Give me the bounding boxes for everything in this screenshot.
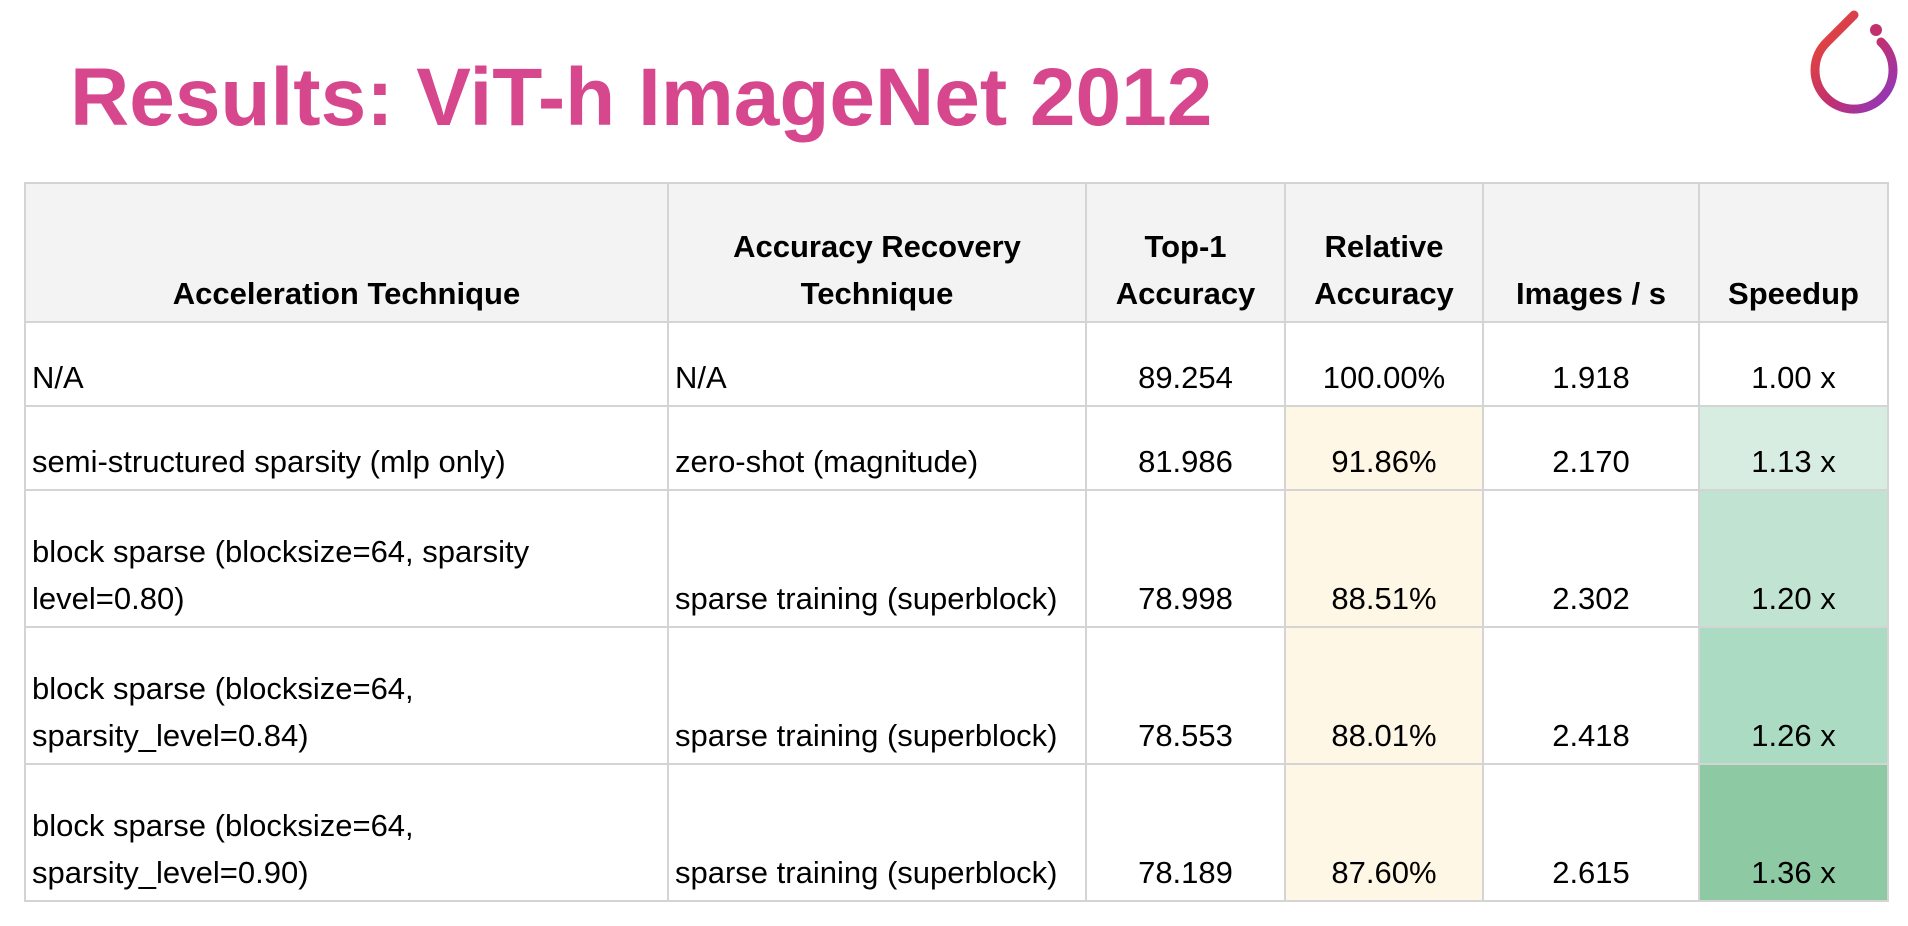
cell-top1-accuracy: 81.986	[1085, 405, 1286, 491]
cell-relative-accuracy: 91.86%	[1284, 405, 1484, 491]
cell-speedup: 1.20 x	[1698, 489, 1889, 628]
cell-acceleration-technique: block sparse (blocksize=64, sparsity_lev…	[24, 763, 669, 902]
column-header-top1-accuracy: Top-1 Accuracy	[1085, 182, 1286, 323]
cell-images-per-second: 1.918	[1482, 321, 1700, 407]
table-header-row: Acceleration Technique Accuracy Recovery…	[24, 182, 1889, 323]
table-row: N/A N/A 89.254 100.00% 1.918 1.00 x	[24, 321, 1889, 407]
cell-acceleration-technique: semi-structured sparsity (mlp only)	[24, 405, 669, 491]
pytorch-logo-icon	[1810, 10, 1898, 114]
table-row: block sparse (blocksize=64, sparsity lev…	[24, 489, 1889, 628]
cell-images-per-second: 2.418	[1482, 626, 1700, 765]
cell-accuracy-recovery-technique: sparse training (superblock)	[667, 626, 1087, 765]
cell-accuracy-recovery-technique: sparse training (superblock)	[667, 489, 1087, 628]
cell-speedup: 1.13 x	[1698, 405, 1889, 491]
cell-images-per-second: 2.615	[1482, 763, 1700, 902]
cell-acceleration-technique: block sparse (blocksize=64, sparsity lev…	[24, 489, 669, 628]
cell-relative-accuracy: 88.51%	[1284, 489, 1484, 628]
cell-acceleration-technique: N/A	[24, 321, 669, 407]
cell-acceleration-technique: block sparse (blocksize=64, sparsity_lev…	[24, 626, 669, 765]
cell-speedup: 1.36 x	[1698, 763, 1889, 902]
cell-images-per-second: 2.302	[1482, 489, 1700, 628]
column-header-relative-accuracy: Relative Accuracy	[1284, 182, 1484, 323]
cell-accuracy-recovery-technique: N/A	[667, 321, 1087, 407]
cell-accuracy-recovery-technique: zero-shot (magnitude)	[667, 405, 1087, 491]
column-header-acceleration-technique: Acceleration Technique	[24, 182, 669, 323]
cell-top1-accuracy: 89.254	[1085, 321, 1286, 407]
column-header-images-per-second: Images / s	[1482, 182, 1700, 323]
cell-relative-accuracy: 88.01%	[1284, 626, 1484, 765]
results-table: Acceleration Technique Accuracy Recovery…	[24, 182, 1889, 902]
cell-images-per-second: 2.170	[1482, 405, 1700, 491]
cell-top1-accuracy: 78.553	[1085, 626, 1286, 765]
column-header-accuracy-recovery-technique: Accuracy Recovery Technique	[667, 182, 1087, 323]
cell-speedup: 1.00 x	[1698, 321, 1889, 407]
column-header-speedup: Speedup	[1698, 182, 1889, 323]
cell-accuracy-recovery-technique: sparse training (superblock)	[667, 763, 1087, 902]
cell-relative-accuracy: 87.60%	[1284, 763, 1484, 902]
table-row: block sparse (blocksize=64, sparsity_lev…	[24, 626, 1889, 765]
table-row: semi-structured sparsity (mlp only) zero…	[24, 405, 1889, 491]
cell-speedup: 1.26 x	[1698, 626, 1889, 765]
slide-title: Results: ViT-h ImageNet 2012	[70, 52, 1213, 143]
cell-top1-accuracy: 78.189	[1085, 763, 1286, 902]
cell-top1-accuracy: 78.998	[1085, 489, 1286, 628]
cell-relative-accuracy: 100.00%	[1284, 321, 1484, 407]
table-row: block sparse (blocksize=64, sparsity_lev…	[24, 763, 1889, 902]
